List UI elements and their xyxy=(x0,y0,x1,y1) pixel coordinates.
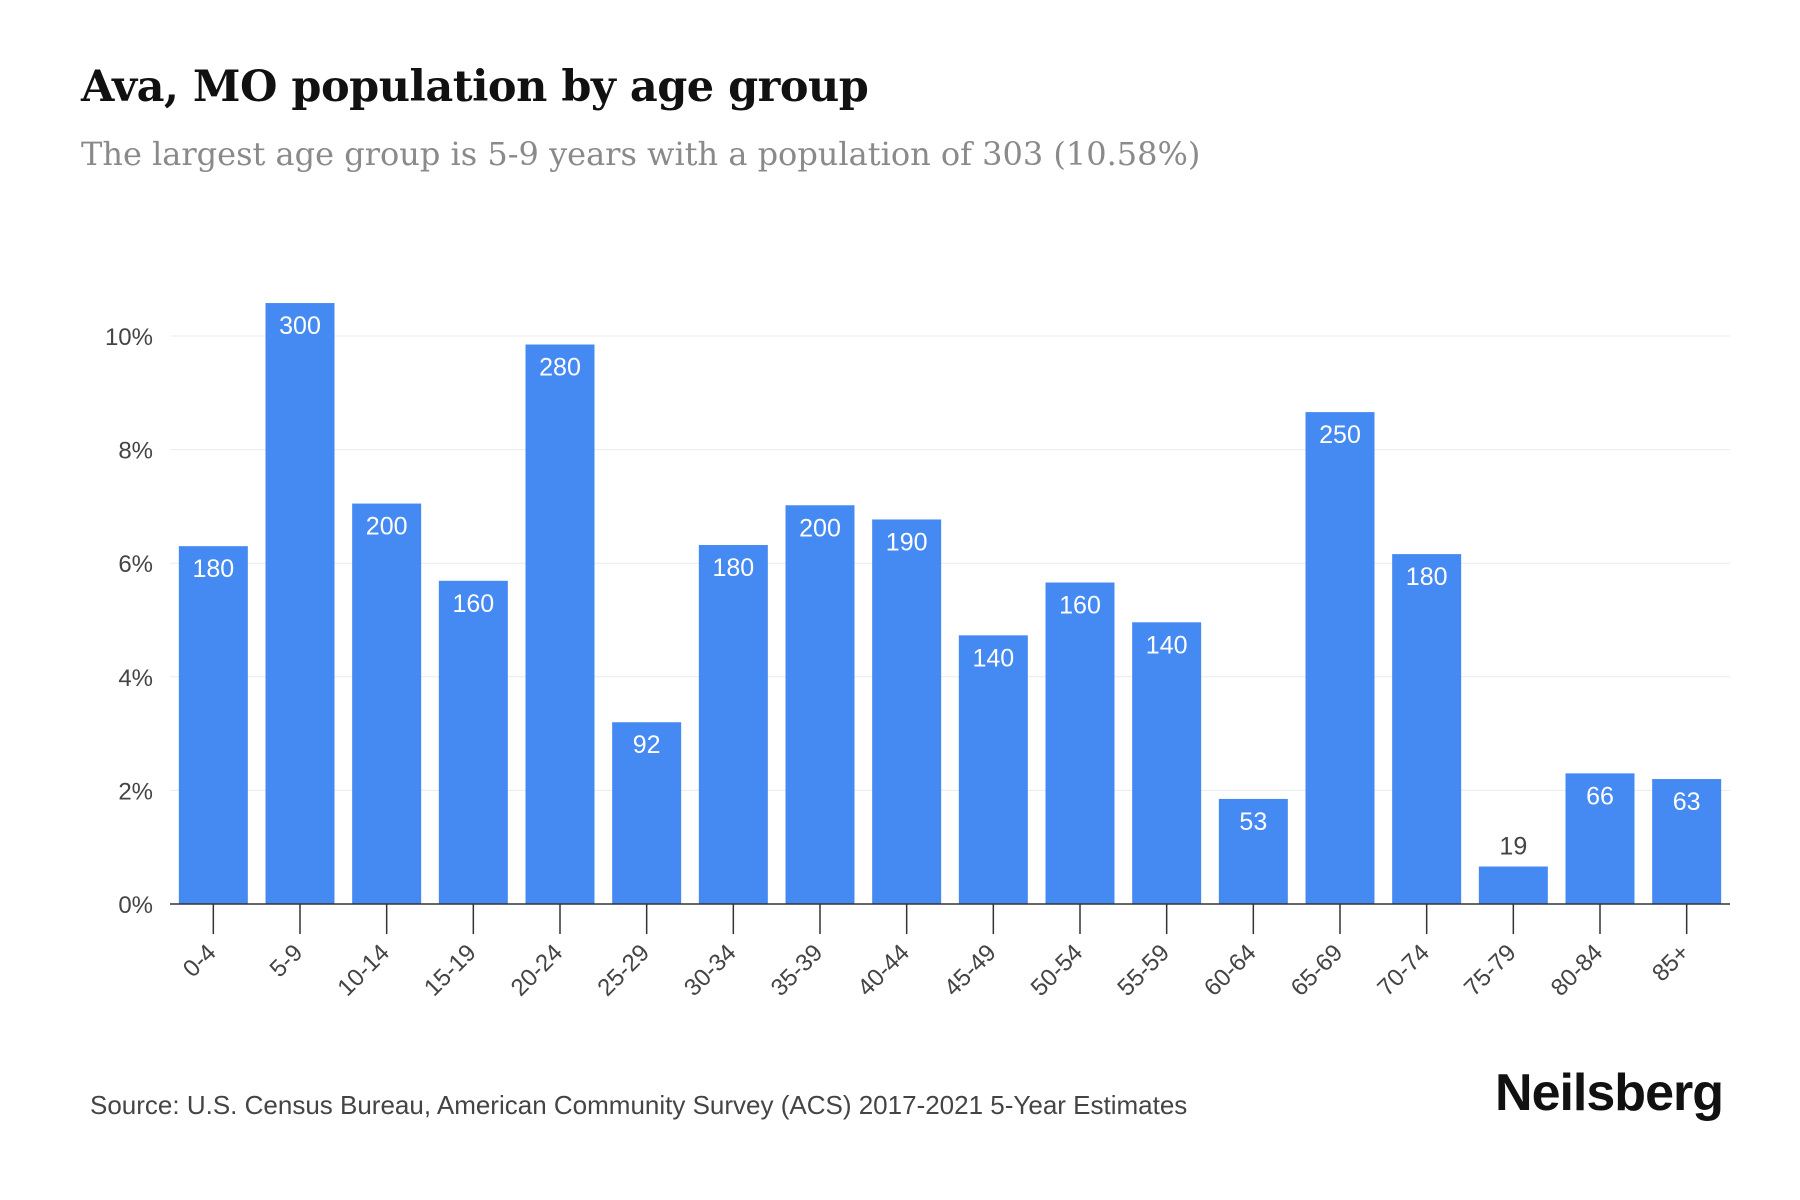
chart-subtitle: The largest age group is 5-9 years with … xyxy=(81,135,1201,173)
x-tick-label: 45-49 xyxy=(939,939,1002,1002)
x-tick-label: 30-34 xyxy=(679,939,742,1002)
x-tick-label: 65-69 xyxy=(1286,939,1349,1002)
y-tick-label: 4% xyxy=(118,665,153,692)
y-tick-label: 10% xyxy=(105,324,153,351)
bar xyxy=(1652,779,1722,904)
bar xyxy=(785,505,855,904)
bar-data-label: 300 xyxy=(279,312,321,340)
bar xyxy=(1392,554,1462,904)
y-tick-label: 6% xyxy=(118,551,153,578)
x-tick-label: 0-4 xyxy=(178,939,222,983)
y-tick-label: 0% xyxy=(118,892,153,919)
bar xyxy=(1045,582,1115,904)
brand-logo: Neilsberg xyxy=(1495,1064,1724,1122)
x-tick-label: 20-24 xyxy=(506,939,569,1002)
bar xyxy=(1305,412,1375,904)
bar-data-label: 160 xyxy=(1059,592,1101,620)
x-tick-label: 50-54 xyxy=(1026,939,1089,1002)
source-note: Source: U.S. Census Bureau, American Com… xyxy=(90,1090,1188,1120)
bar-data-label: 250 xyxy=(1319,421,1361,449)
x-tick-label: 85+ xyxy=(1647,939,1695,987)
bar-data-label: 280 xyxy=(539,354,581,382)
bar-data-label: 92 xyxy=(633,731,661,759)
bar-data-label: 180 xyxy=(712,554,754,582)
bar-data-label: 200 xyxy=(366,513,408,541)
x-tick-label: 70-74 xyxy=(1372,939,1435,1002)
bar-data-label: 160 xyxy=(452,590,494,618)
x-tick-label: 55-59 xyxy=(1112,939,1175,1002)
bar xyxy=(525,344,595,904)
x-tick-label: 35-39 xyxy=(766,939,829,1002)
bar xyxy=(872,519,942,904)
bar xyxy=(178,546,248,904)
bar xyxy=(265,303,335,904)
bar xyxy=(1478,866,1548,904)
x-tick-label: 25-29 xyxy=(592,939,655,1002)
bar xyxy=(612,722,682,904)
bar xyxy=(698,545,768,904)
bar xyxy=(1565,773,1635,904)
bar-data-label: 140 xyxy=(1146,631,1188,659)
bar-data-label: 66 xyxy=(1586,782,1614,810)
y-tick-label: 8% xyxy=(118,438,153,465)
chart-title: Ava, MO population by age group xyxy=(81,62,869,112)
y-tick-label: 2% xyxy=(118,778,153,805)
bar-data-label: 53 xyxy=(1239,808,1267,836)
x-tick-label: 10-14 xyxy=(332,939,395,1002)
x-tick-label: 75-79 xyxy=(1459,939,1522,1002)
bar-data-label: 140 xyxy=(972,644,1014,672)
x-tick-label: 60-64 xyxy=(1199,939,1262,1002)
x-tick-label: 40-44 xyxy=(852,939,915,1002)
bar-data-label: 180 xyxy=(192,555,234,583)
bar xyxy=(438,580,508,904)
x-tick-label: 80-84 xyxy=(1546,939,1609,1002)
bar-data-label: 63 xyxy=(1673,788,1701,816)
bar-data-label: 200 xyxy=(799,514,841,542)
bar xyxy=(958,635,1028,904)
x-tick-label: 15-19 xyxy=(419,939,482,1002)
bar xyxy=(1132,622,1202,904)
bar-data-label: 19 xyxy=(1499,833,1527,861)
bar xyxy=(352,503,422,904)
bar-data-label: 180 xyxy=(1406,563,1448,591)
bar xyxy=(1218,798,1288,904)
x-tick-label: 5-9 xyxy=(265,939,309,983)
bar-data-label: 190 xyxy=(886,528,928,556)
